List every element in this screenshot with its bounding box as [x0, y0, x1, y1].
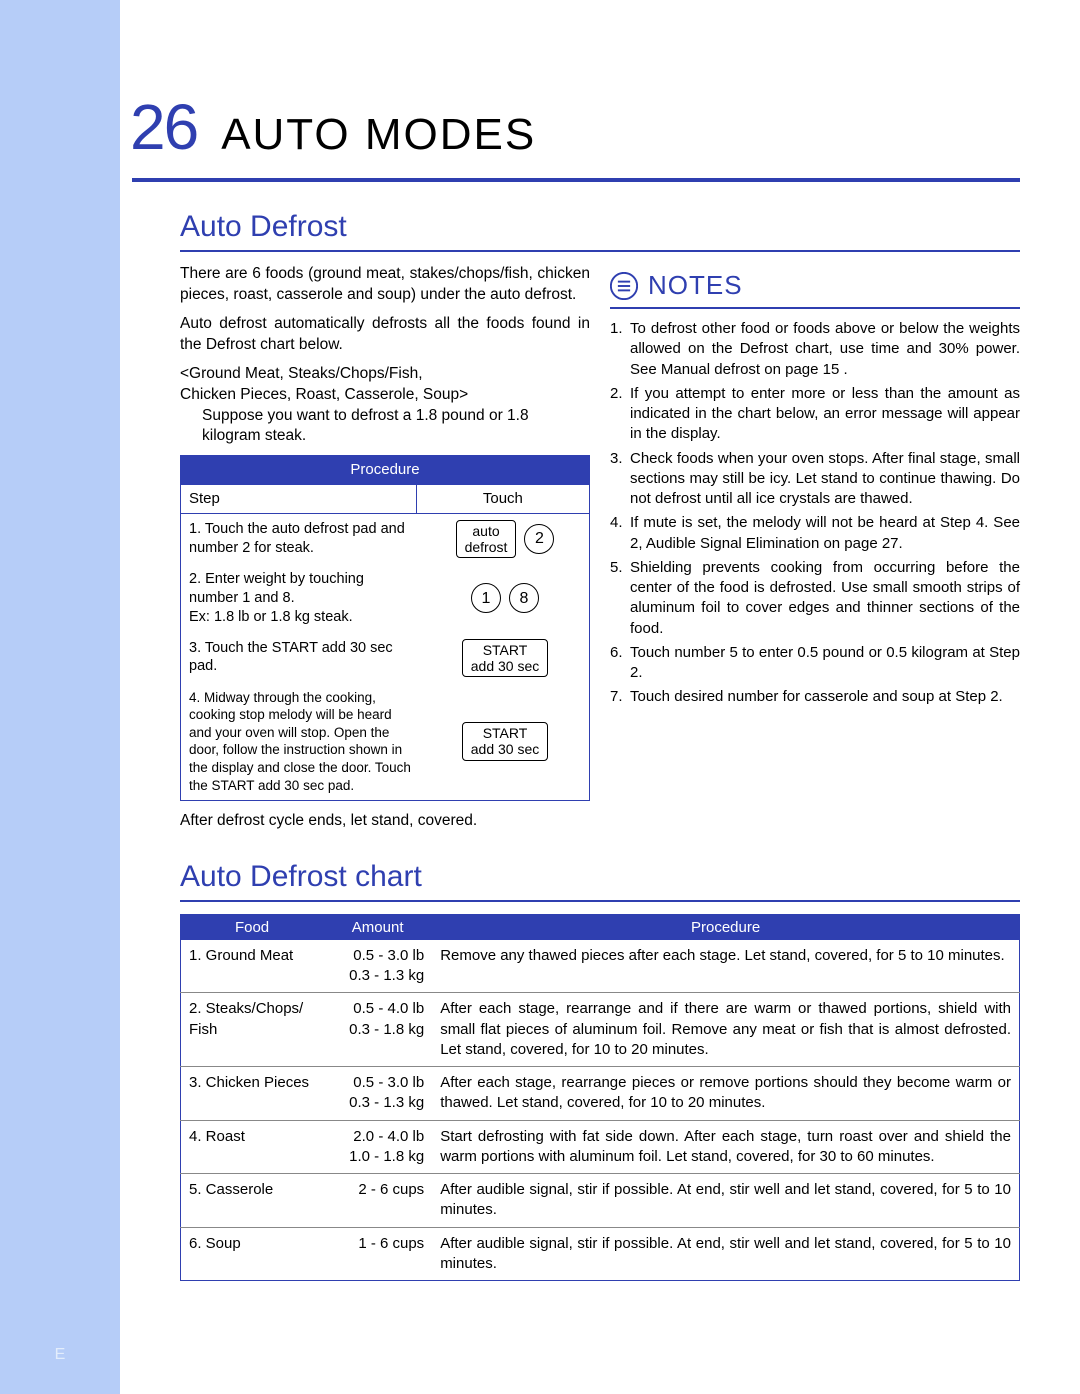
chart-col-amount: Amount: [323, 914, 432, 940]
defrost-chart-table: Food Amount Procedure 1. Ground Meat 0.5…: [180, 914, 1020, 1281]
note-num: 1.: [610, 319, 630, 380]
chart-cell-food: 1. Ground Meat: [181, 940, 324, 993]
right-column: NOTES 1.To defrost other food or foods a…: [610, 264, 1020, 832]
col-touch-header: Touch: [416, 485, 589, 513]
note-num: 3.: [610, 449, 630, 510]
chart-cell-food: 2. Steaks/Chops/ Fish: [181, 993, 324, 1067]
procedure-table-header: Procedure: [181, 456, 589, 484]
chart-cell-proc: After audible signal, stir if possible. …: [432, 1227, 1019, 1281]
chart-col-procedure: Procedure: [432, 914, 1019, 940]
chart-cell-amount: 0.5 - 3.0 lb 0.3 - 1.3 kg: [323, 940, 432, 993]
page-title: AUTO MODES: [221, 110, 536, 160]
chart-col-food: Food: [181, 914, 324, 940]
section-auto-defrost: Auto Defrost There are 6 foods (ground m…: [180, 210, 1020, 832]
chart-cell-amount: 2.0 - 4.0 lb 1.0 - 1.8 kg: [323, 1120, 432, 1174]
chart-cell-food: 3. Chicken Pieces: [181, 1067, 324, 1121]
page-header: 26 AUTO MODES: [120, 90, 1080, 164]
proc-row: 4. Midway through the cooking, cooking s…: [181, 683, 589, 800]
proc-row: 2. Enter weight by touching number 1 and…: [181, 564, 589, 633]
intro-para-2: Auto defrost automatically defrosts all …: [180, 314, 590, 356]
note-num: 5.: [610, 558, 630, 639]
key-1: 1: [471, 583, 501, 613]
food-list-line-1: <Ground Meat, Steaks/Chops/Fish,: [180, 364, 590, 385]
notes-list: 1.To defrost other food or foods above o…: [610, 319, 1020, 708]
sidebar-letter: E: [0, 1346, 120, 1364]
chart-cell-food: 4. Roast: [181, 1120, 324, 1174]
section-rule: [180, 900, 1020, 902]
chart-row: 4. Roast 2.0 - 4.0 lb 1.0 - 1.8 kg Start…: [181, 1120, 1020, 1174]
chart-row: 6. Soup 1 - 6 cups After audible signal,…: [181, 1227, 1020, 1281]
note-text: Check foods when your oven stops. After …: [630, 449, 1020, 510]
chart-cell-proc: After each stage, rearrange pieces or re…: [432, 1067, 1019, 1121]
note-text: If mute is set, the melody will not be h…: [630, 513, 1020, 554]
note-text: To defrost other food or foods above or …: [630, 319, 1020, 380]
chart-row: 5. Casserole 2 - 6 cups After audible si…: [181, 1174, 1020, 1228]
start-key: START add 30 sec: [462, 722, 549, 760]
note-num: 4.: [610, 513, 630, 554]
chart-cell-amount: 0.5 - 4.0 lb 0.3 - 1.8 kg: [323, 993, 432, 1067]
section-title: Auto Defrost chart: [180, 860, 1020, 894]
proc-row: 3. Touch the START add 30 sec pad. START…: [181, 633, 589, 683]
key-8: 8: [509, 583, 539, 613]
section-rule: [180, 250, 1020, 252]
notes-icon: [610, 272, 638, 300]
procedure-table: Procedure Step Touch 1. Touch the auto d…: [180, 455, 590, 801]
key-2: 2: [524, 524, 554, 554]
chart-cell-food: 5. Casserole: [181, 1174, 324, 1228]
proc-row: 1. Touch the auto defrost pad and number…: [181, 514, 589, 564]
chart-row: 3. Chicken Pieces 0.5 - 3.0 lb 0.3 - 1.3…: [181, 1067, 1020, 1121]
chart-row: 1. Ground Meat 0.5 - 3.0 lb 0.3 - 1.3 kg…: [181, 940, 1020, 993]
col-step-header: Step: [181, 485, 416, 513]
page-number: 26: [130, 90, 197, 164]
chart-cell-proc: After each stage, rearrange and if there…: [432, 993, 1019, 1067]
left-sidebar: E: [0, 0, 120, 1394]
intro-para-1: There are 6 foods (ground meat, stakes/c…: [180, 264, 590, 306]
start-key: START add 30 sec: [462, 639, 549, 677]
note-num: 6.: [610, 643, 630, 684]
proc-step-text: 3. Touch the START add 30 sec pad.: [181, 633, 421, 683]
suppose-text: Suppose you want to defrost a 1.8 pound …: [180, 406, 590, 448]
food-list-line-2: Chicken Pieces, Roast, Casserole, Soup>: [180, 385, 590, 406]
left-column: There are 6 foods (ground meat, stakes/c…: [180, 264, 590, 832]
header-rule: [132, 178, 1020, 182]
note-text: If you attempt to enter more or less tha…: [630, 384, 1020, 445]
after-defrost-text: After defrost cycle ends, let stand, cov…: [180, 811, 590, 832]
note-text: Touch desired number for casserole and s…: [630, 687, 1020, 707]
note-text: Shielding prevents cooking from occurrin…: [630, 558, 1020, 639]
note-num: 2.: [610, 384, 630, 445]
chart-cell-amount: 0.5 - 3.0 lb 0.3 - 1.3 kg: [323, 1067, 432, 1121]
proc-step-text: 1. Touch the auto defrost pad and number…: [181, 514, 421, 564]
notes-header: NOTES: [610, 268, 1020, 309]
chart-row: 2. Steaks/Chops/ Fish 0.5 - 4.0 lb 0.3 -…: [181, 993, 1020, 1067]
proc-step-text: 2. Enter weight by touching number 1 and…: [181, 564, 421, 633]
proc-step-text: 4. Midway through the cooking, cooking s…: [181, 683, 421, 800]
section-title: Auto Defrost: [180, 210, 1020, 244]
chart-cell-proc: Remove any thawed pieces after each stag…: [432, 940, 1019, 993]
chart-cell-amount: 2 - 6 cups: [323, 1174, 432, 1228]
notes-title: NOTES: [648, 268, 743, 303]
chart-cell-amount: 1 - 6 cups: [323, 1227, 432, 1281]
auto-defrost-key: auto defrost: [456, 520, 517, 558]
note-text: Touch number 5 to enter 0.5 pound or 0.5…: [630, 643, 1020, 684]
chart-cell-proc: Start defrosting with fat side down. Aft…: [432, 1120, 1019, 1174]
note-num: 7.: [610, 687, 630, 707]
chart-cell-food: 6. Soup: [181, 1227, 324, 1281]
chart-cell-proc: After audible signal, stir if possible. …: [432, 1174, 1019, 1228]
main-content: 26 AUTO MODES Auto Defrost There are 6 f…: [120, 0, 1080, 1281]
section-defrost-chart: Auto Defrost chart Food Amount Procedure…: [180, 860, 1020, 1281]
